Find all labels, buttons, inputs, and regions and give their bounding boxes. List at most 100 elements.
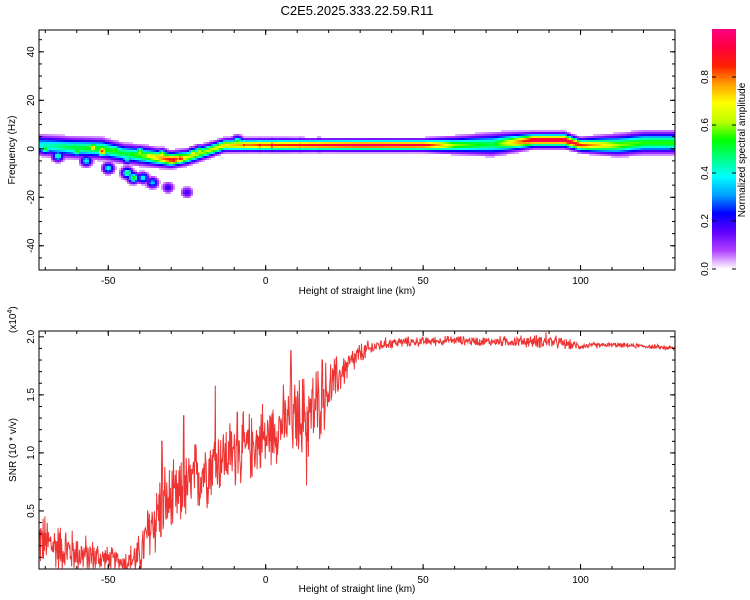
heatmap-cell [103, 150, 105, 152]
heatmap-cell [351, 144, 353, 146]
heatmap-cell [477, 144, 479, 146]
heatmap-cell [469, 140, 471, 142]
heatmap-cell [351, 142, 353, 144]
heatmap-cell [533, 138, 535, 140]
heatmap-cell [63, 136, 65, 138]
heatmap-cell [425, 136, 427, 138]
heatmap-cell [87, 144, 89, 146]
heatmap-cell [609, 140, 611, 142]
heatmap-cell [367, 138, 369, 140]
heatmap-cell [361, 152, 363, 154]
heatmap-cell [349, 144, 351, 146]
heatmap-cell [597, 154, 599, 156]
heatmap-cell [667, 144, 669, 146]
heatmap-cell [639, 152, 641, 154]
heatmap-cell [331, 144, 333, 146]
heatmap-cell [441, 150, 443, 152]
heatmap-cell [185, 158, 187, 160]
heatmap-cell [319, 150, 321, 152]
heatmap-cell [251, 140, 253, 142]
heatmap-cell [421, 150, 423, 152]
heatmap-cell [267, 152, 269, 154]
heatmap-cell [393, 148, 395, 150]
heatmap-cell [275, 138, 277, 140]
heatmap-cell [519, 150, 521, 152]
heatmap-cell [241, 146, 243, 148]
heatmap-cell [311, 150, 313, 152]
heatmap-cell [93, 160, 95, 162]
heatmap-cell [503, 136, 505, 138]
heatmap-cell [271, 148, 273, 150]
heatmap-cell [91, 138, 93, 140]
heatmap-cell [289, 144, 291, 146]
heatmap-cell [493, 146, 495, 148]
heatmap-cell [141, 174, 143, 176]
heatmap-cell [135, 146, 137, 148]
heatmap-cell [635, 134, 637, 136]
heatmap-cell [337, 140, 339, 142]
heatmap-cell [67, 150, 69, 152]
heatmap-cell [151, 154, 153, 156]
heatmap-cell [63, 148, 65, 150]
heatmap-cell [129, 172, 131, 174]
heatmap-cell [539, 134, 541, 136]
heatmap-cell [479, 142, 481, 144]
heatmap-cell [203, 152, 205, 154]
heatmap-cell [401, 148, 403, 150]
heatmap-cell [643, 130, 645, 132]
heatmap-cell [443, 142, 445, 144]
heatmap-cell [93, 150, 95, 152]
heatmap-cell [673, 150, 675, 152]
heatmap-cell [671, 154, 673, 156]
heatmap-cell [163, 164, 165, 166]
heatmap-cell [117, 140, 119, 142]
heatmap-cell [225, 152, 227, 154]
heatmap-cell [133, 162, 135, 164]
heatmap-cell [73, 142, 75, 144]
heatmap-cell [405, 142, 407, 144]
heatmap-cell [127, 176, 129, 178]
heatmap-cell [141, 176, 143, 178]
heatmap-cell [161, 158, 163, 160]
heatmap-cell [155, 146, 157, 148]
heatmap-cell [67, 136, 69, 138]
heatmap-cell [527, 132, 529, 134]
heatmap-cell [451, 152, 453, 154]
heatmap-cell [259, 144, 261, 146]
heatmap-cell [467, 134, 469, 136]
heatmap-cell [449, 136, 451, 138]
heatmap-cell [519, 138, 521, 140]
heatmap-cell [361, 146, 363, 148]
heatmap-cell [237, 148, 239, 150]
heatmap-cell [305, 140, 307, 142]
heatmap-cell [297, 140, 299, 142]
heatmap-cell [445, 138, 447, 140]
snr-y-multiplier-close: ) [8, 306, 19, 309]
heatmap-cell [165, 184, 167, 186]
heatmap-cell [65, 144, 67, 146]
colorbar: 0.00.20.40.60.8 Normalized spectral ampl… [700, 29, 748, 276]
heatmap-cell [125, 148, 127, 150]
heatmap-cell [453, 140, 455, 142]
heatmap-cell [481, 154, 483, 156]
heatmap-cell [51, 154, 53, 156]
heatmap-cell [329, 140, 331, 142]
heatmap-cell [495, 152, 497, 154]
heatmap-cell [111, 172, 113, 174]
heatmap-cell [173, 184, 175, 186]
heatmap-cell [311, 148, 313, 150]
heatmap-cell [105, 142, 107, 144]
heatmap-cell [593, 142, 595, 144]
heatmap-cell [479, 154, 481, 156]
heatmap-cell [545, 136, 547, 138]
heatmap-cell [165, 154, 167, 156]
heatmap-cell [231, 148, 233, 150]
heatmap-cell [187, 194, 189, 196]
heatmap-cell [495, 146, 497, 148]
heatmap-cell [361, 140, 363, 142]
heatmap-cell [239, 138, 241, 140]
heatmap-cell [283, 136, 285, 138]
heatmap-cell [125, 144, 127, 146]
heatmap-cell [155, 164, 157, 166]
heatmap-cell [561, 140, 563, 142]
